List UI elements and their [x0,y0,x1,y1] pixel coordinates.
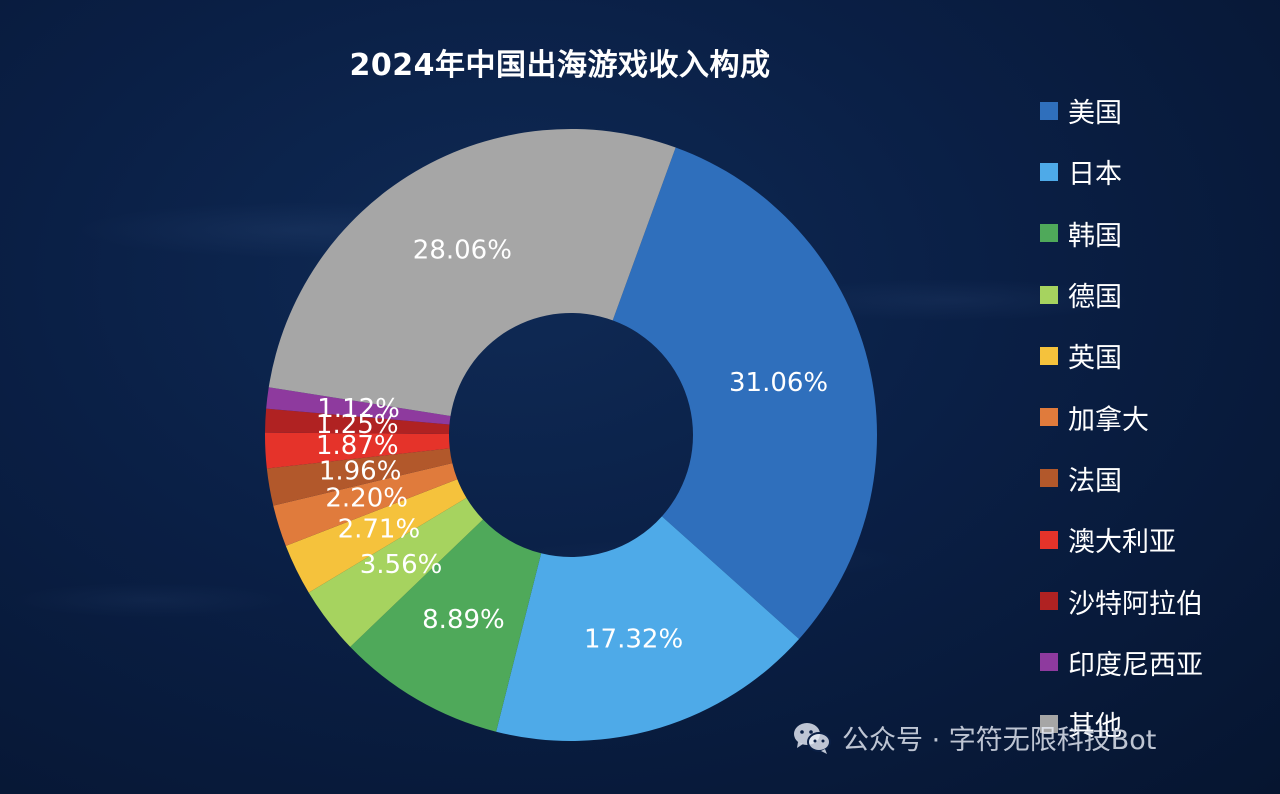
legend-swatch [1040,408,1058,427]
slice-label-澳大利亚: 1.87% [316,431,399,461]
slice-法国 [266,448,453,506]
donut-labels: 31.06% 17.32% 8.89% 3.56% 2.71%2.20%1.96%1.8… [316,236,828,655]
donut-slices [265,129,877,741]
slice-澳大利亚 [265,432,450,469]
slice-label-加拿大: 2.20% [325,484,408,514]
legend-swatch [1040,346,1058,365]
wechat-icon [794,722,831,754]
legend-item-法国: 法国 [1040,448,1270,509]
slice-印度尼西亚 [266,387,451,425]
watermark: 公众号 · 字符无限科技Bot [792,718,1156,757]
slice-加拿大 [273,463,458,546]
legend-item-其他: 其他 [1040,693,1270,754]
legend-swatch [1040,592,1058,611]
legend-label: 澳大利亚 [1068,527,1176,559]
legend-item-加拿大: 加拿大 [1040,386,1270,447]
legend-swatch [1040,285,1058,304]
legend-label: 其他 [1068,711,1122,743]
slice-label-其他: 28.06% [413,236,512,266]
legend-label: 印度尼西亚 [1068,649,1203,681]
legend-swatch [1040,530,1058,549]
legend-swatch [1040,714,1058,733]
legend-label: 德国 [1068,282,1122,314]
legend-item-日本: 日本 [1040,141,1270,202]
watermark-text: 公众号 · 字符无限科技Bot [842,725,1157,756]
chart-title: 2024年中国出海游戏收入构成 [349,48,771,83]
slice-label-沙特阿拉伯: 1.25% [316,410,399,440]
legend-item-印度尼西亚: 印度尼西亚 [1040,632,1270,693]
slice-label-法国: 1.96% [319,456,402,486]
legend-item-德国: 德国 [1040,264,1270,325]
legend-label: 美国 [1068,98,1122,130]
slice-label-英国: 2.71% [338,514,421,544]
legend-item-美国: 美国 [1040,80,1270,141]
legend-item-沙特阿拉伯: 沙特阿拉伯 [1040,570,1270,631]
legend-label: 英国 [1068,343,1122,375]
slice-韩国 [350,519,542,732]
slice-label-美国: 31.06% [729,368,828,398]
legend-swatch [1040,653,1058,672]
slice-label-印度尼西亚: 1.12% [317,394,400,424]
legend-swatch [1040,224,1058,243]
legend-label: 韩国 [1068,220,1122,252]
slice-沙特阿拉伯 [265,408,450,435]
legend-item-英国: 英国 [1040,325,1270,386]
legend-label: 加拿大 [1068,404,1149,436]
slice-德国 [308,497,483,647]
legend-swatch [1040,101,1058,120]
slice-日本 [496,516,800,741]
legend-label: 法国 [1068,465,1122,497]
slice-label-德国: 3.56% [360,550,443,580]
legend-swatch [1040,162,1058,181]
chart-legend: 美国日本韩国德国英国加拿大法国澳大利亚沙特阿拉伯印度尼西亚其他 [1040,80,1270,754]
legend-swatch [1040,469,1058,488]
legend-item-韩国: 韩国 [1040,203,1270,264]
slice-英国 [285,479,467,593]
slice-其他 [268,129,676,416]
slice-label-日本: 17.32% [584,625,683,655]
legend-label: 日本 [1068,159,1122,191]
slice-美国 [612,147,877,640]
legend-label: 沙特阿拉伯 [1068,588,1203,620]
legend-item-澳大利亚: 澳大利亚 [1040,509,1270,570]
slice-label-韩国: 8.89% [422,605,505,635]
